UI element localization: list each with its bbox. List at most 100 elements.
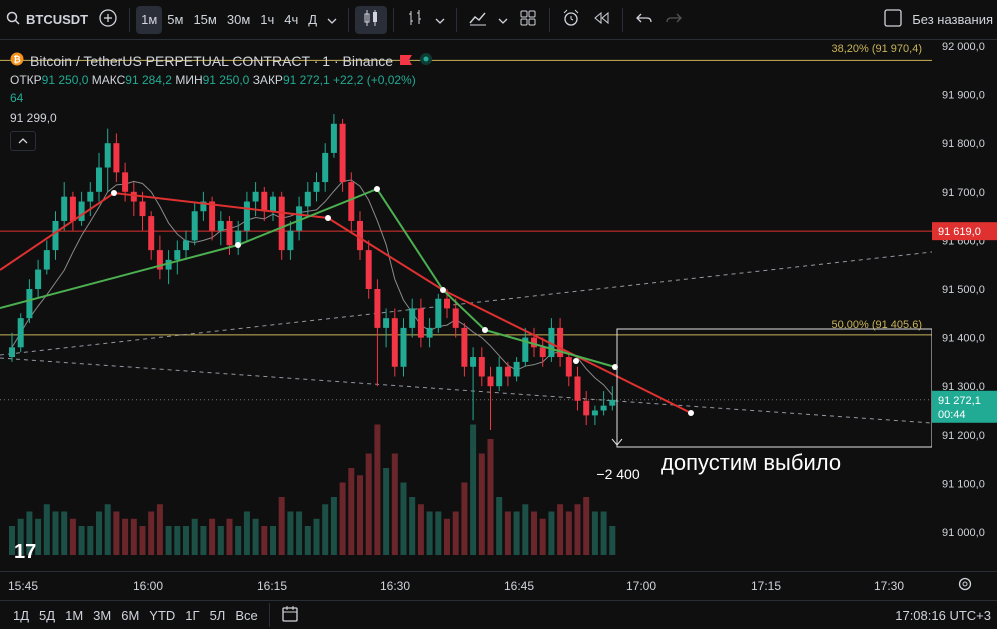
ohlc-values: ОТКР91 250,0 МАКС91 284,2 МИН91 250,0 ЗА… <box>10 73 433 87</box>
range-button-4[interactable]: 6М <box>121 607 140 623</box>
legend-title-row: ₿ Bitcoin / TetherUS PERPETUAL CONTRACT … <box>10 52 433 69</box>
price-axis[interactable]: 92 000,0 91 900,0 91 800,0 91 700,0 91 600,0… <box>932 40 997 571</box>
open-label: ОТКР <box>10 73 42 87</box>
interval-button-1[interactable]: 5м <box>167 12 184 27</box>
templates-dropdown-button[interactable] <box>493 6 513 34</box>
candle-body <box>43 250 50 270</box>
volume-bar <box>139 526 146 555</box>
candle-body <box>69 196 76 221</box>
gear-icon[interactable] <box>957 576 973 597</box>
market-status-icon[interactable] <box>419 52 433 69</box>
interval-button-0[interactable]: 1м <box>136 5 163 34</box>
anchor-point <box>688 410 694 416</box>
range-button-5[interactable]: YTD <box>149 607 176 623</box>
high-value: 91 284,2 <box>125 73 172 87</box>
current-price-text: 91 272,1 <box>938 395 981 407</box>
calendar-icon <box>281 605 299 626</box>
volume-bar <box>183 526 189 555</box>
go-to-date-button[interactable] <box>276 601 304 629</box>
time-tick-label: 16:00 <box>133 579 163 593</box>
volume-bar <box>574 504 581 555</box>
price-tick-label: 91 800,0 <box>942 138 985 150</box>
candles-chart-type-button[interactable] <box>355 5 388 34</box>
chart-settings-corner <box>932 571 997 600</box>
candle-body <box>278 196 285 251</box>
volume-bar <box>374 424 381 555</box>
interval-button-5[interactable]: 4ч <box>284 12 299 27</box>
volume-bar <box>217 526 224 555</box>
anchor-point <box>573 358 579 364</box>
flag-icon[interactable] <box>399 53 413 69</box>
indicators-templates-button[interactable] <box>463 6 493 34</box>
chevron-down-icon <box>498 12 508 27</box>
red-level-tag <box>932 222 997 241</box>
volume-bar <box>600 511 607 555</box>
candle-body <box>426 327 433 338</box>
grid-icon <box>520 10 536 29</box>
volume-bar <box>252 518 259 555</box>
interval-button-4[interactable]: 1ч <box>260 12 275 27</box>
candle-body <box>9 347 15 358</box>
layout-name-button[interactable]: Без названия <box>879 6 997 34</box>
price-axis-canvas[interactable]: 92 000,091 900,091 800,091 700,091 600,0… <box>932 40 997 571</box>
price-tick-label: 91 100,0 <box>942 478 985 490</box>
volume-bar <box>496 497 503 555</box>
volume-bar <box>296 511 303 555</box>
volume-bar <box>130 518 137 555</box>
volume-bar <box>52 511 59 555</box>
chart-type-dropdown-button[interactable] <box>430 6 450 34</box>
range-button-1[interactable]: 5Д <box>39 607 56 623</box>
symbol-search-button[interactable]: BTCUSDT <box>0 6 93 34</box>
candle-body <box>122 172 129 192</box>
range-button-7[interactable]: 5Л <box>209 607 226 623</box>
rewind-icon <box>592 11 610 28</box>
undo-button[interactable] <box>629 6 659 34</box>
indicators-button[interactable] <box>400 6 430 34</box>
divider <box>622 7 624 32</box>
candle-body <box>539 347 546 358</box>
candle-body <box>139 201 146 217</box>
candle-body <box>330 123 337 153</box>
volume-bar <box>270 526 276 555</box>
price-tick-label: 91 700,0 <box>942 187 985 199</box>
tradingview-logo-icon: 17 <box>14 541 36 563</box>
layout-button[interactable] <box>513 6 543 34</box>
time-tick-label: 16:45 <box>504 579 534 593</box>
time-tick-label: 16:15 <box>257 579 287 593</box>
volume-bar <box>287 511 294 555</box>
candle-body <box>235 230 242 246</box>
interval-button-3[interactable]: 30м <box>226 12 251 27</box>
time-axis-canvas[interactable]: 15:45 16:00 16:15 16:30 16:45 17:00 17:15 17:30 <box>0 572 932 601</box>
volume-bar <box>156 504 163 555</box>
replay-button[interactable] <box>586 6 616 34</box>
chart-canvas[interactable]: 38,20% (91 970,4) 50,00% (91 405,6) −2 400… <box>0 40 933 571</box>
chart-pane[interactable]: 38,20% (91 970,4) 50,00% (91 405,6) −2 400… <box>0 40 933 571</box>
range-button-3[interactable]: 3М <box>93 607 112 623</box>
compare-button[interactable] <box>93 6 123 34</box>
range-button-8[interactable]: Все <box>235 607 258 623</box>
alert-button[interactable] <box>556 6 586 34</box>
redo-button[interactable] <box>659 6 689 34</box>
candle-body <box>470 357 477 367</box>
time-axis[interactable]: 15:45 16:00 16:15 16:30 16:45 17:00 17:15 17:30 <box>0 571 932 600</box>
collapse-legend-button[interactable] <box>10 131 36 151</box>
range-button-0[interactable]: 1Д <box>13 607 30 623</box>
volume-bar <box>557 504 564 555</box>
volume-bar <box>461 482 468 555</box>
volume-bar <box>409 497 416 555</box>
range-button-2[interactable]: 1М <box>65 607 84 623</box>
fib-mid-label: 50,00% (91 405,6) <box>831 319 922 331</box>
candle-body <box>574 376 581 401</box>
interval-button-2[interactable]: 15м <box>193 12 217 27</box>
interval-button-6[interactable]: Д <box>308 12 318 27</box>
candle-body <box>113 143 120 173</box>
timezone-clock[interactable]: 17:08:16 UTC+3 <box>895 607 991 623</box>
low-value: 91 250,0 <box>202 73 250 87</box>
candle-body <box>174 250 181 260</box>
volume-bar <box>78 526 85 555</box>
interval-dropdown-button[interactable] <box>322 6 342 34</box>
volume-bar <box>191 518 198 555</box>
volume-bar <box>87 526 94 555</box>
loss-label: −2 400 <box>596 466 639 482</box>
range-button-6[interactable]: 1Г <box>185 607 200 623</box>
